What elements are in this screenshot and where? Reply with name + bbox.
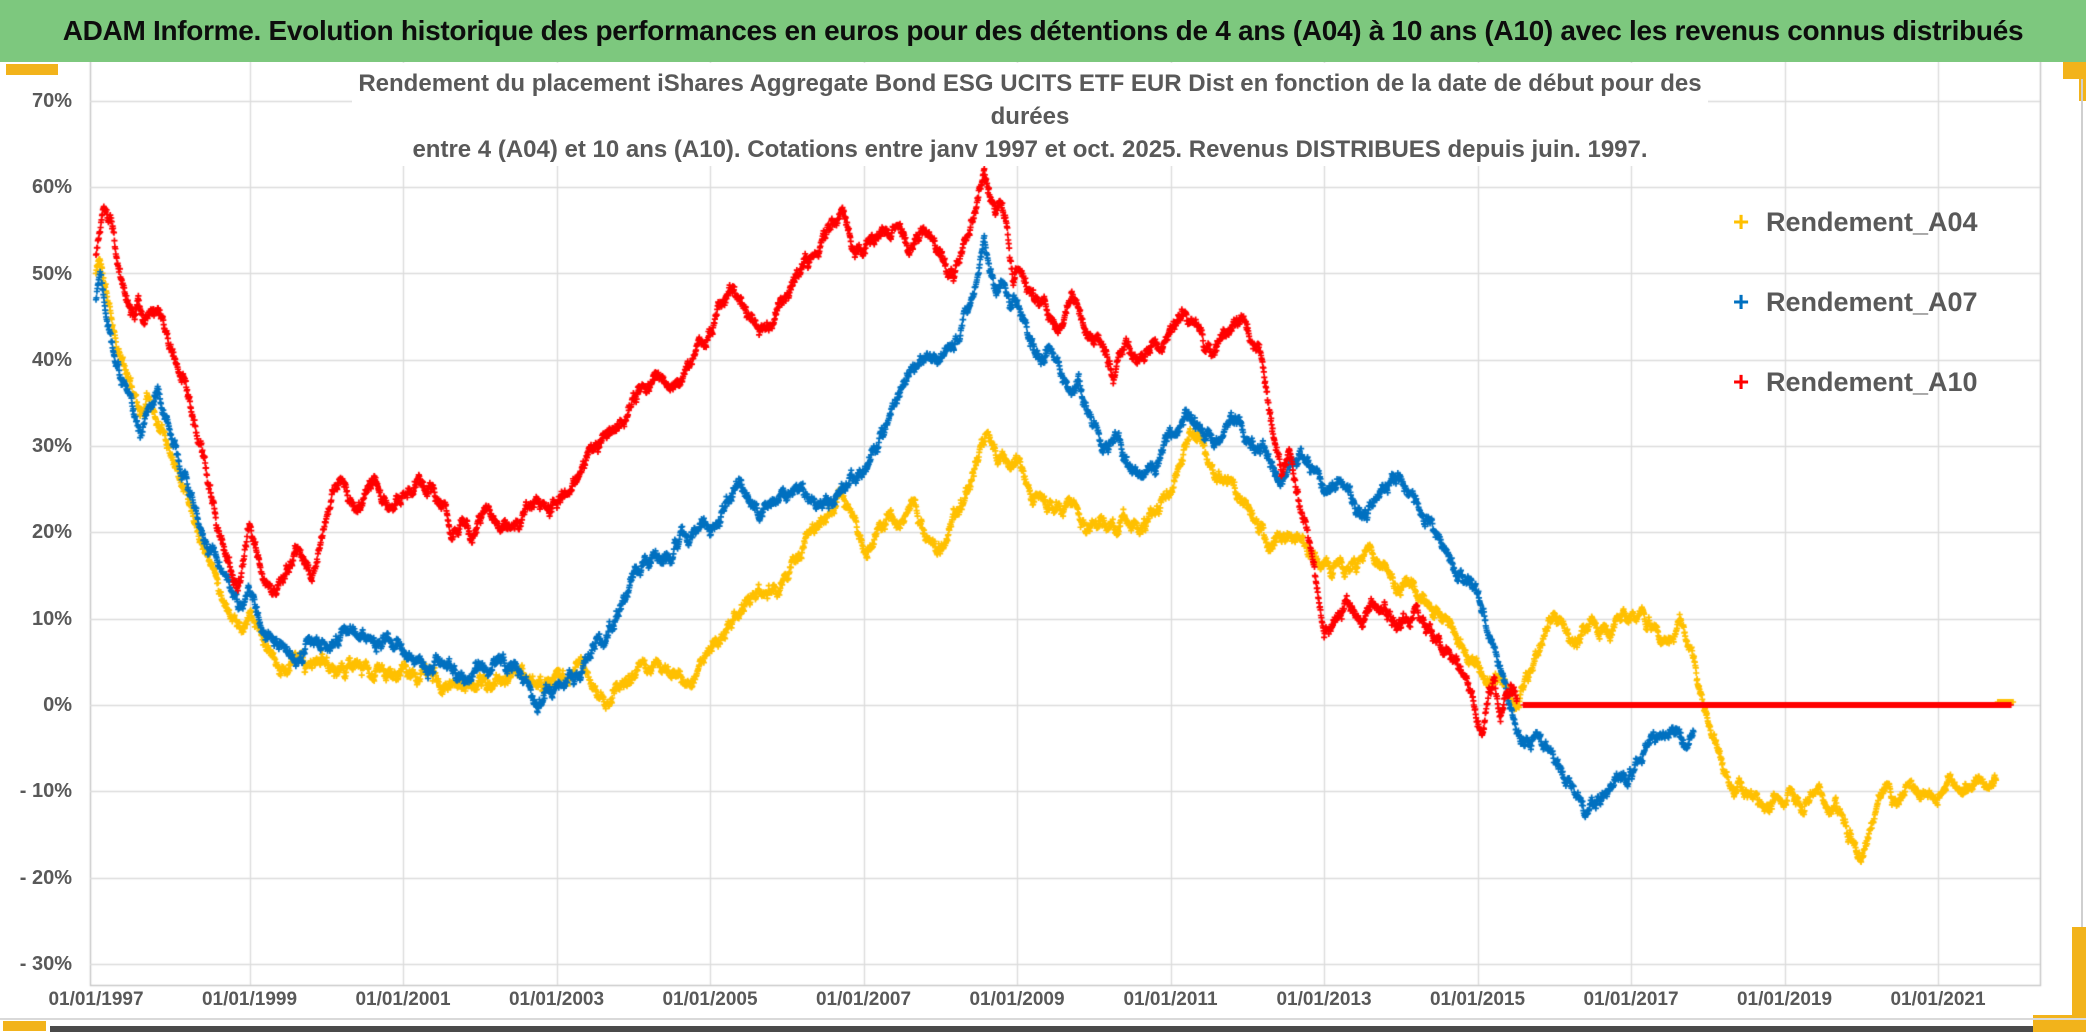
legend-item-rendement_a04: + Rendement_A04 [1728, 182, 2028, 262]
legend-plus-marker-icon: + [1732, 286, 1750, 317]
legend-item-label: Rendement_A10 [1766, 366, 1978, 397]
header-banner: ADAM Informe. Evolution historique des p… [0, 0, 2086, 62]
chart-title-line-1: Rendement du placement iShares Aggregate… [358, 70, 1702, 130]
legend-item-label: Rendement_A07 [1766, 286, 1978, 317]
legend-plus-marker-icon: + [1732, 206, 1750, 237]
x-axis-tick-label: 01/01/2009 [969, 989, 1065, 1010]
page-bottom-strip [50, 1026, 2033, 1032]
chart-title: Rendement du placement iShares Aggregate… [352, 63, 1708, 166]
chart-legend: + Rendement_A04 + Rendement_A07 + Rendement_A… [1728, 182, 2028, 422]
gold-accent-top-left [6, 64, 58, 75]
x-axis-tick-label: 01/01/2001 [355, 989, 451, 1010]
legend-item-label: Rendement_A04 [1766, 206, 1978, 237]
page-bottom-hairline [0, 1018, 2086, 1020]
y-axis-tick-label: 60% [31, 176, 72, 199]
x-axis-tick-label: 01/01/2015 [1429, 989, 1526, 1010]
x-axis-tick-label: 01/01/2007 [815, 989, 912, 1010]
legend-item-rendement_a07: + Rendement_A07 [1728, 262, 2028, 342]
gold-accent-top-right [2063, 62, 2086, 79]
x-axis-tick-label: 01/01/2019 [1736, 989, 1833, 1010]
legend-plus-marker-icon: + [1732, 366, 1750, 397]
gold-accent-bottom-left [3, 1021, 46, 1031]
y-axis-tick-label: 50% [31, 262, 72, 285]
x-axis-tick-label: 01/01/2005 [662, 989, 758, 1010]
x-axis-tick-label: 01/01/1999 [201, 989, 298, 1010]
y-axis-tick-label: - 30% [19, 952, 72, 975]
x-axis-tick-label: 01/01/2017 [1583, 989, 1679, 1010]
x-axis-tick-label: 01/01/2003 [508, 989, 605, 1010]
header-title: ADAM Informe. Evolution historique des p… [62, 15, 2024, 46]
page-right-hairline [2081, 79, 2083, 927]
y-axis-tick-label: - 20% [19, 866, 72, 889]
x-axis-tick-label: 01/01/1997 [48, 989, 144, 1010]
y-axis-tick-label: 70% [31, 89, 72, 112]
y-axis-tick-label: 20% [31, 521, 72, 544]
y-axis-tick-label: - 10% [19, 780, 72, 803]
chart-title-line-2: entre 4 (A04) et 10 ans (A10). Cotations… [412, 136, 1648, 163]
x-axis-tick-label: 01/01/2013 [1276, 989, 1372, 1010]
y-axis-tick-label: 30% [31, 435, 72, 458]
gold-accent-right-bar [2072, 927, 2086, 1032]
y-axis-tick-label: 0% [43, 694, 72, 716]
x-axis-tick-label: 01/01/2011 [1123, 989, 1218, 1010]
x-axis-tick-label: 01/01/2021 [1890, 989, 1986, 1010]
legend-item-rendement_a10: + Rendement_A10 [1728, 342, 2028, 422]
y-axis-tick-label: 10% [31, 607, 72, 630]
y-axis-tick-label: 40% [31, 348, 72, 371]
